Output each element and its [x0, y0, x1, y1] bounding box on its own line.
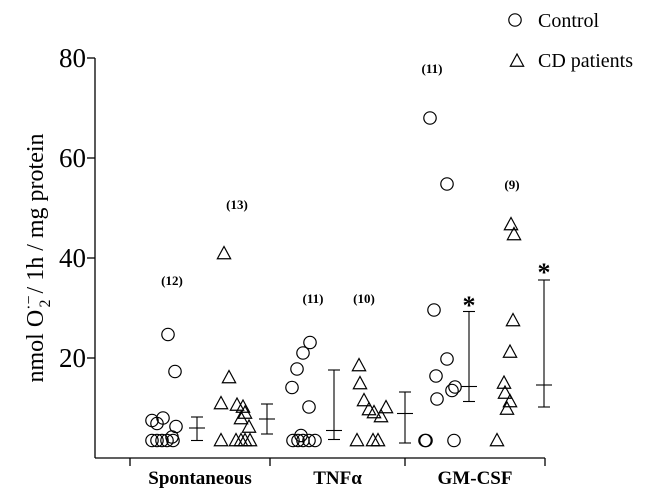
- control-point: [168, 364, 182, 379]
- x-category-label: TNFα: [313, 468, 362, 489]
- y-tick-label: 60: [59, 143, 86, 173]
- cd-patient-point: [489, 432, 505, 447]
- cd-patient-point: [378, 399, 394, 414]
- cd-patient-point: [213, 395, 229, 410]
- y-axis-label: nmol O·−2 / 1h / mg protein: [21, 133, 54, 382]
- cd-patient-point: [366, 404, 382, 419]
- cd-patient-point: [370, 432, 386, 447]
- legend-triangle-marker: [509, 52, 525, 67]
- control-point: [308, 433, 322, 448]
- cd-patient-point: [229, 396, 245, 411]
- cd-patient-point: [505, 312, 521, 327]
- control-point: [440, 177, 454, 191]
- cd-patient-point: [356, 392, 372, 407]
- control-point: [291, 433, 305, 448]
- cd-patient-point: [235, 398, 251, 413]
- control-point: [303, 335, 317, 350]
- control-point: [440, 352, 454, 366]
- y-tick-label: 20: [59, 343, 86, 373]
- cd-patient-point: [351, 357, 367, 372]
- control-point: [302, 433, 316, 448]
- control-point: [419, 433, 433, 448]
- control-point: [150, 433, 164, 448]
- control-point: [418, 433, 432, 448]
- control-point: [166, 433, 180, 448]
- cd-patient-point: [499, 400, 515, 415]
- cd-patient-point: [503, 216, 519, 231]
- legend-label-control: Control: [538, 10, 600, 32]
- control-point: [160, 433, 174, 448]
- sample-size-label: (10): [353, 291, 375, 306]
- cd-patient-point: [233, 410, 249, 425]
- control-point: [423, 111, 437, 125]
- control-point: [161, 327, 175, 342]
- control-point: [155, 433, 169, 448]
- cd-patient-point: [502, 343, 518, 358]
- sample-size-label: (11): [422, 61, 443, 76]
- cd-patient-point: [241, 418, 257, 433]
- control-point: [296, 346, 310, 360]
- cd-patient-point: [221, 369, 237, 384]
- control-point: [145, 433, 159, 448]
- sample-size-label: (13): [226, 197, 248, 212]
- cd-patient-point: [506, 226, 522, 241]
- control-point: [445, 383, 459, 398]
- control-point: [427, 303, 441, 317]
- control-point: [448, 380, 462, 394]
- control-point: [290, 362, 304, 376]
- y-tick-label: 40: [59, 243, 86, 273]
- control-point: [286, 433, 300, 448]
- control-point: [285, 380, 299, 395]
- x-category-label: GM-CSF: [438, 468, 513, 489]
- cd-patient-point: [497, 384, 513, 399]
- cd-patient-point: [213, 432, 229, 447]
- cd-patient-point: [352, 375, 368, 390]
- cd-patient-point: [361, 401, 377, 416]
- significance-marker: *: [463, 291, 476, 320]
- sample-size-label: (11): [303, 291, 324, 306]
- control-point: [302, 400, 316, 414]
- cd-patient-point: [496, 374, 512, 389]
- sample-size-label: (9): [504, 177, 519, 192]
- control-point: [150, 416, 164, 431]
- legend-label-cd-patients: CD patients: [538, 50, 633, 72]
- cd-patient-point: [349, 432, 365, 447]
- y-tick-label: 80: [59, 43, 86, 73]
- legend-circle-marker: [508, 13, 522, 27]
- cd-patient-point: [216, 245, 232, 260]
- control-point: [447, 433, 461, 448]
- cd-patient-point: [373, 408, 389, 423]
- control-point: [430, 392, 444, 406]
- sample-size-label: (12): [161, 273, 183, 288]
- x-category-label: Spontaneous: [148, 468, 252, 489]
- significance-marker: *: [538, 258, 551, 287]
- control-point: [429, 369, 443, 383]
- cd-patient-point: [242, 432, 258, 447]
